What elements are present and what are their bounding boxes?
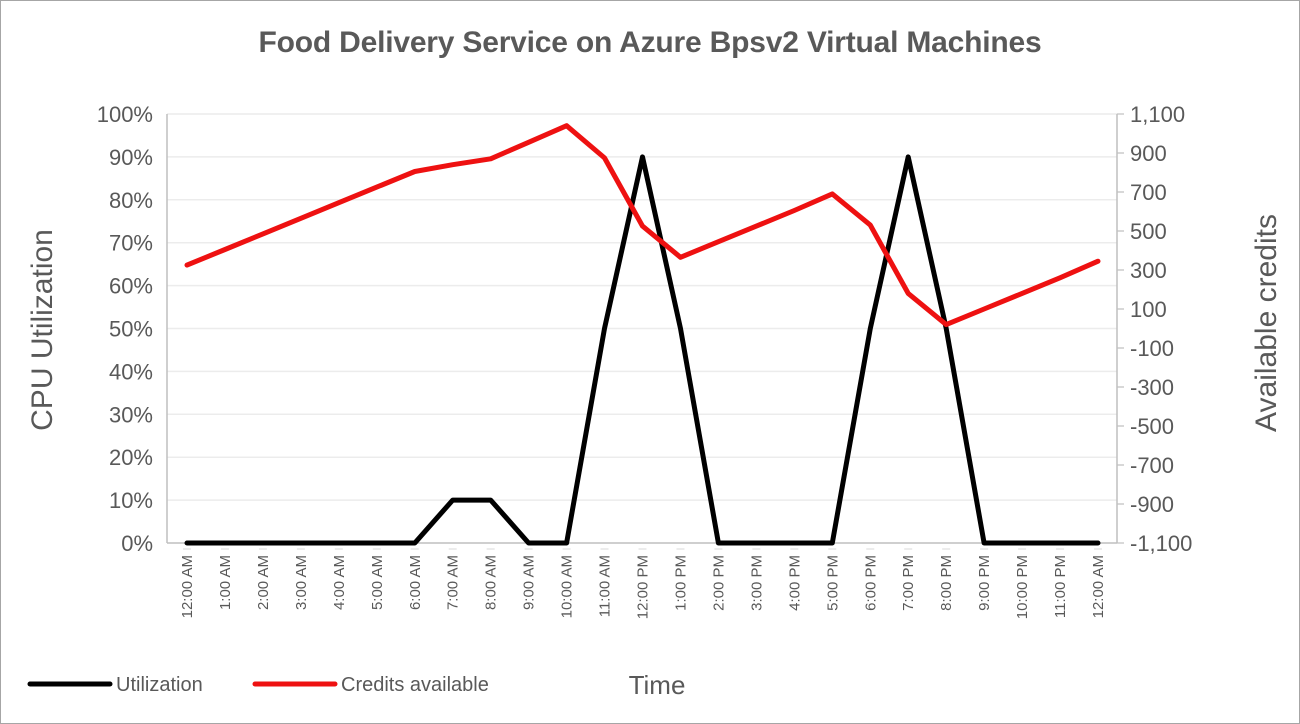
x-tick-label: 11:00 AM bbox=[597, 555, 614, 617]
x-tick-label: 5:00 PM bbox=[824, 555, 841, 611]
y-tick-label: 60% bbox=[109, 274, 153, 299]
x-tick-label: 2:00 AM bbox=[255, 555, 272, 610]
x-tick-label: 3:00 AM bbox=[293, 555, 310, 610]
y-tick-label: 10% bbox=[109, 488, 153, 513]
x-tick-label: 7:00 PM bbox=[900, 555, 917, 611]
y2-tick-label: -300 bbox=[1130, 375, 1174, 400]
y-axis-title: CPU Utilization bbox=[26, 229, 59, 431]
y-axis-right-ticks: -1,100 -900 -700 -500 -300 -100 100 300 500 700 90… bbox=[1130, 102, 1192, 556]
y-tick-label: 40% bbox=[109, 359, 153, 384]
x-tick-label: 5:00 AM bbox=[369, 555, 386, 610]
y2-tick-label: -1,100 bbox=[1130, 531, 1192, 556]
y-tick-label: 50% bbox=[109, 317, 153, 342]
y-tick-label: 80% bbox=[109, 188, 153, 213]
y2-tick-label: -500 bbox=[1130, 414, 1174, 439]
x-tick-label: 1:00 AM bbox=[217, 555, 234, 610]
x-axis-title: Time bbox=[629, 670, 686, 700]
x-tick-label: 10:00 PM bbox=[1014, 555, 1031, 619]
x-tick-label: 8:00 AM bbox=[483, 555, 500, 610]
x-tick-label: 4:00 PM bbox=[786, 555, 803, 611]
series-line-credits-available bbox=[184, 123, 1101, 328]
y2-tick-label: 100 bbox=[1130, 297, 1167, 322]
x-tick-label: 12:00 AM bbox=[179, 555, 196, 618]
x-tick-label: 12:00 AM bbox=[1090, 555, 1107, 618]
legend: Utilization Credits available bbox=[27, 674, 489, 696]
y2-tick-label: 700 bbox=[1130, 180, 1167, 205]
x-tick-label: 4:00 AM bbox=[331, 555, 348, 610]
y-tick-label: 70% bbox=[109, 231, 153, 256]
y2-tick-label: 900 bbox=[1130, 141, 1167, 166]
x-tick-label: 8:00 PM bbox=[938, 555, 955, 611]
y2-tick-label: 1,100 bbox=[1130, 102, 1185, 127]
x-tick-label: 1:00 PM bbox=[672, 555, 689, 611]
legend-label: Utilization bbox=[116, 674, 203, 696]
chart-title: Food Delivery Service on Azure Bpsv2 Vir… bbox=[258, 26, 1042, 59]
y-tick-label: 30% bbox=[109, 402, 153, 427]
x-axis-ticks: 12:00 AM 1:00 AM 2:00 AM 3:00 AM 4:00 AM 5:00… bbox=[179, 555, 1107, 619]
gridlines bbox=[167, 113, 1117, 501]
x-tick-label: 10:00 AM bbox=[559, 555, 576, 618]
x-tick-label: 6:00 AM bbox=[407, 555, 424, 610]
series-line-utilization bbox=[184, 154, 1101, 546]
x-tick-label: 7:00 AM bbox=[445, 555, 462, 610]
y-tick-label: 0% bbox=[121, 531, 153, 556]
y-tick-label: 90% bbox=[109, 145, 153, 170]
y2-tick-label: 300 bbox=[1130, 258, 1167, 283]
x-tick-label: 11:00 PM bbox=[1052, 555, 1069, 618]
x-tick-label: 3:00 PM bbox=[748, 555, 765, 611]
y-tick-label: 100% bbox=[97, 102, 153, 127]
y2-axis-title: Available credits bbox=[1250, 214, 1283, 432]
y2-tick-label: -700 bbox=[1130, 453, 1174, 478]
x-tick-label: 2:00 PM bbox=[710, 555, 727, 611]
y2-tick-label: 500 bbox=[1130, 219, 1167, 244]
y-tick-label: 20% bbox=[109, 445, 153, 470]
legend-label: Credits available bbox=[341, 674, 489, 696]
x-tick-label: 9:00 AM bbox=[521, 555, 538, 610]
x-tick-label: 12:00 PM bbox=[635, 555, 652, 619]
x-tick-label: 9:00 PM bbox=[976, 555, 993, 611]
x-tick-label: 6:00 PM bbox=[862, 555, 879, 611]
y2-tick-label: -900 bbox=[1130, 492, 1174, 517]
data-series bbox=[184, 123, 1101, 546]
y2-tick-label: -100 bbox=[1130, 336, 1174, 361]
y-axis-left-ticks: 0% 10% 20% 30% 40% 50% 60% 70% 80% 90% 100% bbox=[97, 102, 153, 556]
